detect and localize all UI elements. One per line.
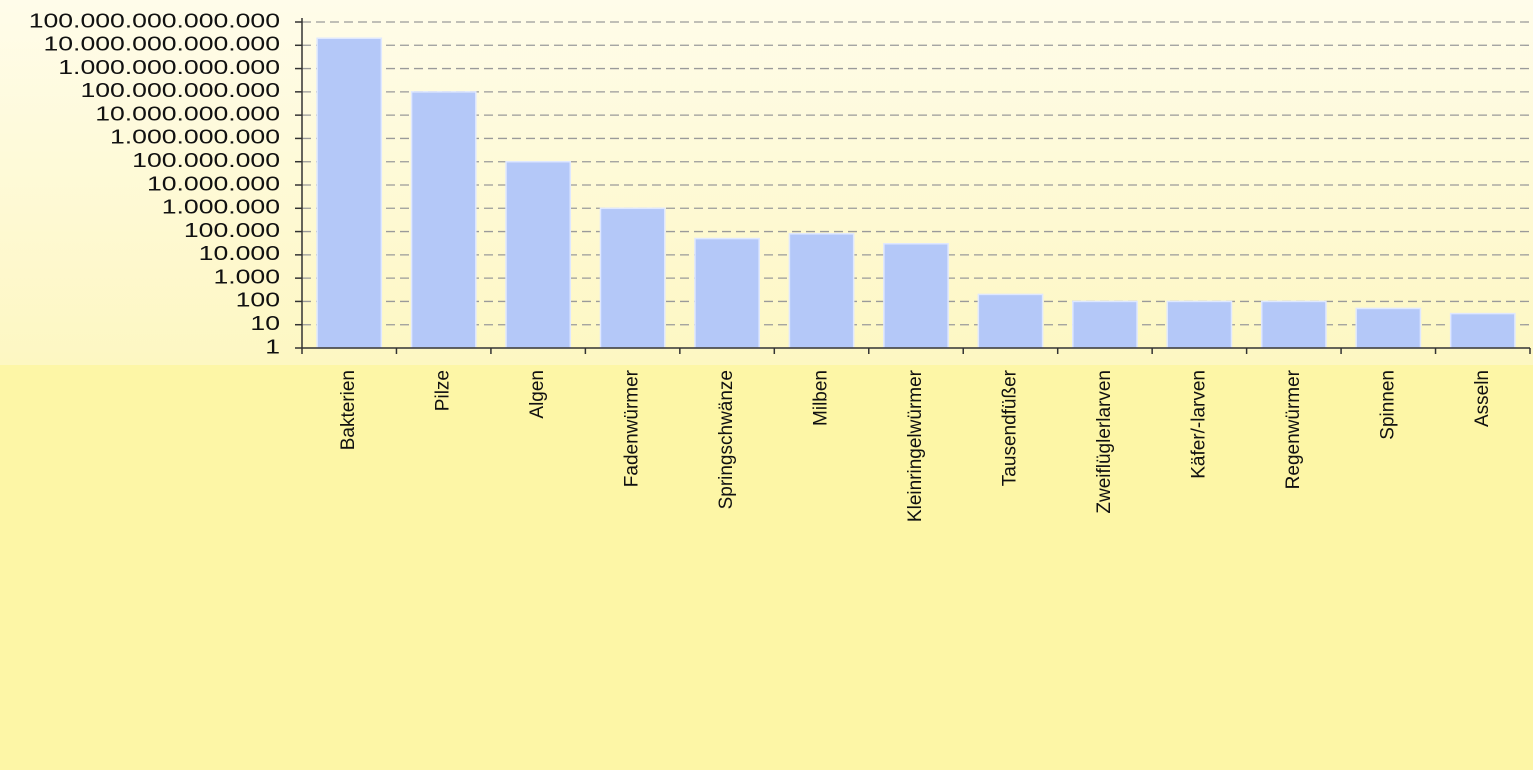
y-tick-label: 100.000.000 bbox=[132, 149, 280, 171]
y-tick-label: 1.000.000 bbox=[162, 196, 280, 218]
bar bbox=[410, 91, 477, 349]
y-tick-label: 100.000.000.000 bbox=[80, 79, 280, 101]
y-tick-label: 1.000.000.000.000 bbox=[58, 56, 280, 78]
x-tick-label: Fadenwürmer bbox=[622, 369, 643, 487]
x-tick-label: Pilze bbox=[433, 370, 454, 411]
x-tick-label: Milben bbox=[811, 370, 832, 426]
y-tick-label: 1.000.000.000 bbox=[110, 126, 280, 148]
x-tick-label: Käfer/-larven bbox=[1188, 370, 1209, 479]
x-tick-label: Tausendfüßer bbox=[999, 369, 1020, 486]
bar bbox=[1260, 300, 1327, 349]
bar bbox=[599, 207, 666, 349]
y-tick-label: 100.000.000.000.000 bbox=[29, 9, 280, 31]
y-tick-label: 100 bbox=[236, 289, 280, 311]
x-tick-label: Algen bbox=[527, 370, 548, 419]
y-tick-label: 10.000 bbox=[199, 242, 280, 264]
x-tick-label: Bakterien bbox=[338, 370, 359, 450]
bar bbox=[505, 160, 572, 349]
y-tick-label: 1 bbox=[265, 335, 280, 357]
bar bbox=[1072, 300, 1138, 349]
y-tick-label: 10 bbox=[250, 312, 280, 334]
bar bbox=[788, 233, 855, 349]
bar bbox=[977, 293, 1044, 349]
x-tick-label: Zweiflüglerlarven bbox=[1094, 370, 1115, 514]
y-tick-label: 100.000 bbox=[184, 219, 280, 241]
y-tick-label: 10.000.000.000.000 bbox=[43, 33, 280, 55]
x-tick-label: Spinnen bbox=[1377, 370, 1398, 440]
bar bbox=[316, 37, 383, 349]
x-tick-label: Springschwänze bbox=[716, 370, 737, 509]
y-tick-label: 1.000 bbox=[213, 266, 280, 288]
x-tick-label: Kleinringelwürmer bbox=[905, 369, 926, 522]
bar bbox=[1449, 312, 1516, 349]
y-tick-label: 10.000.000.000 bbox=[95, 103, 280, 125]
y-tick-label: 10.000.000 bbox=[147, 172, 280, 194]
bar bbox=[1355, 307, 1422, 349]
background-bottom bbox=[0, 365, 1533, 770]
x-tick-label: Asseln bbox=[1472, 370, 1493, 427]
x-tick-label: Regenwürmer bbox=[1283, 369, 1304, 489]
bar bbox=[694, 237, 760, 349]
bar bbox=[1166, 300, 1233, 349]
bar bbox=[883, 242, 949, 349]
